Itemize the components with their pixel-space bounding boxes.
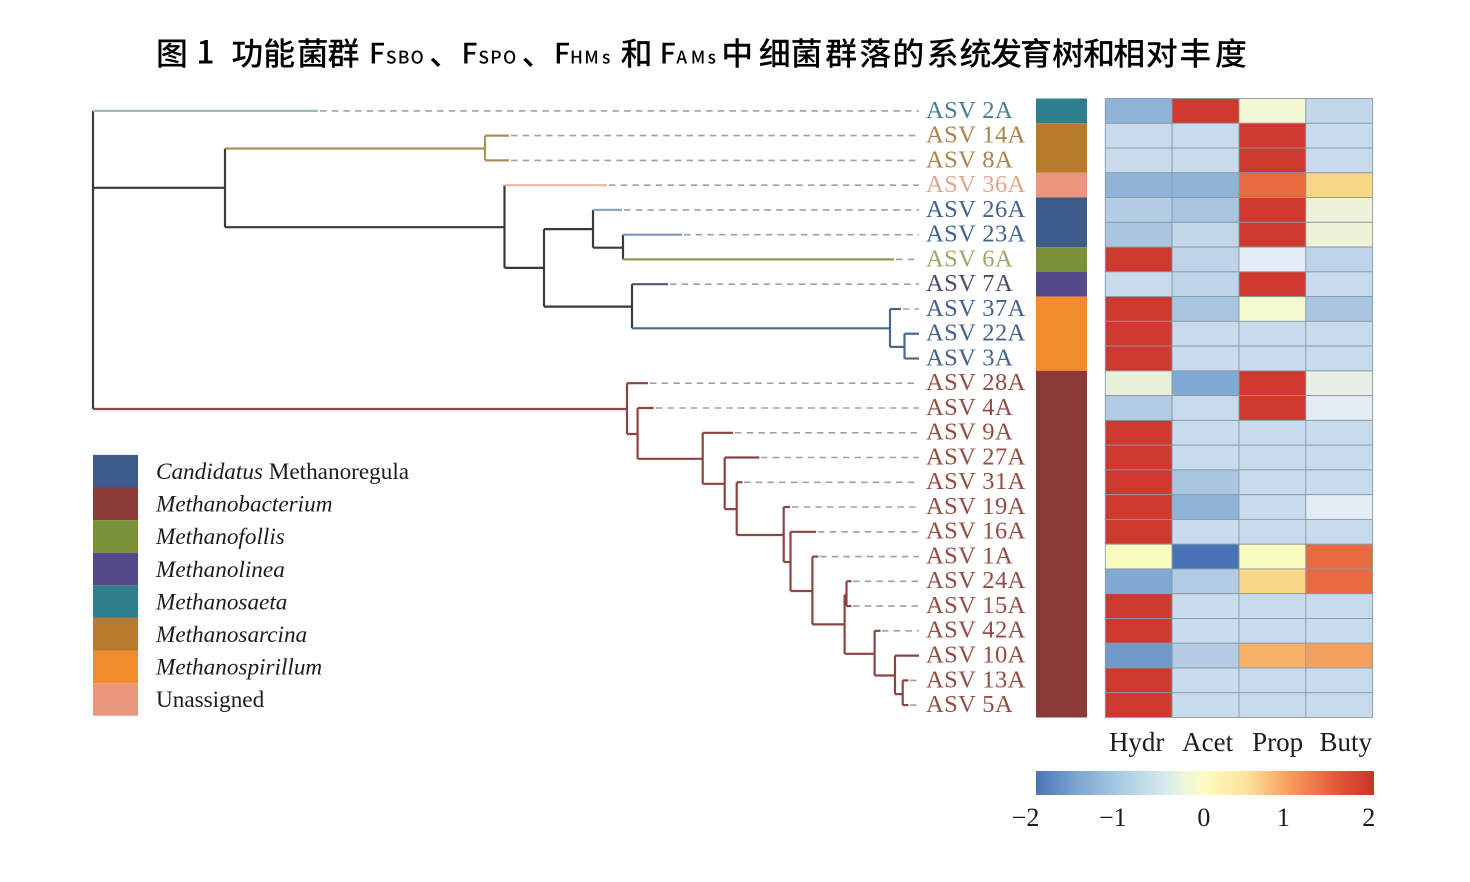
svg-text:Methanospirillum: Methanospirillum: [155, 655, 322, 681]
svg-text:ASV 9A: ASV 9A: [926, 419, 1013, 446]
svg-text:2: 2: [1362, 803, 1375, 832]
svg-text:1: 1: [1277, 803, 1290, 832]
svg-text:ASV 14A: ASV 14A: [926, 122, 1026, 149]
svg-text:ASV 4A: ASV 4A: [926, 394, 1013, 421]
svg-text:ASV 31A: ASV 31A: [926, 468, 1026, 495]
svg-text:Acet: Acet: [1182, 727, 1233, 757]
svg-text:Methanosaeta: Methanosaeta: [155, 589, 287, 615]
svg-text:ASV 27A: ASV 27A: [926, 443, 1026, 470]
svg-text:ASV 6A: ASV 6A: [926, 245, 1013, 272]
svg-text:Methanofollis: Methanofollis: [155, 524, 285, 550]
svg-text:Candidatus Methanoregula: Candidatus Methanoregula: [156, 459, 409, 485]
svg-text:Buty: Buty: [1319, 727, 1372, 757]
svg-text:ASV 13A: ASV 13A: [926, 666, 1026, 693]
svg-text:ASV 37A: ASV 37A: [926, 295, 1026, 322]
svg-text:ASV 7A: ASV 7A: [926, 270, 1013, 297]
svg-text:ASV 26A: ASV 26A: [926, 196, 1026, 223]
svg-text:ASV 15A: ASV 15A: [926, 592, 1026, 619]
svg-text:ASV 2A: ASV 2A: [926, 97, 1013, 124]
svg-text:ASV 16A: ASV 16A: [926, 518, 1026, 545]
svg-text:Hydr: Hydr: [1109, 727, 1165, 757]
svg-text:−2: −2: [1012, 803, 1040, 832]
svg-text:−1: −1: [1099, 803, 1127, 832]
svg-text:ASV 19A: ASV 19A: [926, 493, 1026, 520]
svg-text:ASV 10A: ASV 10A: [926, 642, 1026, 669]
svg-text:Methanobacterium: Methanobacterium: [155, 492, 332, 518]
svg-text:Prop: Prop: [1252, 727, 1303, 757]
svg-text:ASV 36A: ASV 36A: [926, 171, 1026, 198]
svg-text:0: 0: [1197, 803, 1210, 832]
svg-text:ASV 42A: ASV 42A: [926, 617, 1026, 644]
svg-text:ASV 24A: ASV 24A: [926, 567, 1026, 594]
svg-text:Methanolinea: Methanolinea: [155, 557, 285, 583]
svg-text:ASV 5A: ASV 5A: [926, 691, 1013, 718]
svg-text:ASV 8A: ASV 8A: [926, 146, 1013, 173]
svg-text:ASV 22A: ASV 22A: [926, 320, 1026, 347]
svg-text:ASV 3A: ASV 3A: [926, 344, 1013, 371]
svg-text:ASV 23A: ASV 23A: [926, 221, 1026, 248]
svg-text:ASV 28A: ASV 28A: [926, 369, 1026, 396]
svg-text:ASV 1A: ASV 1A: [926, 543, 1013, 570]
svg-text:Unassigned: Unassigned: [156, 687, 265, 713]
svg-text:Methanosarcina: Methanosarcina: [155, 622, 307, 648]
